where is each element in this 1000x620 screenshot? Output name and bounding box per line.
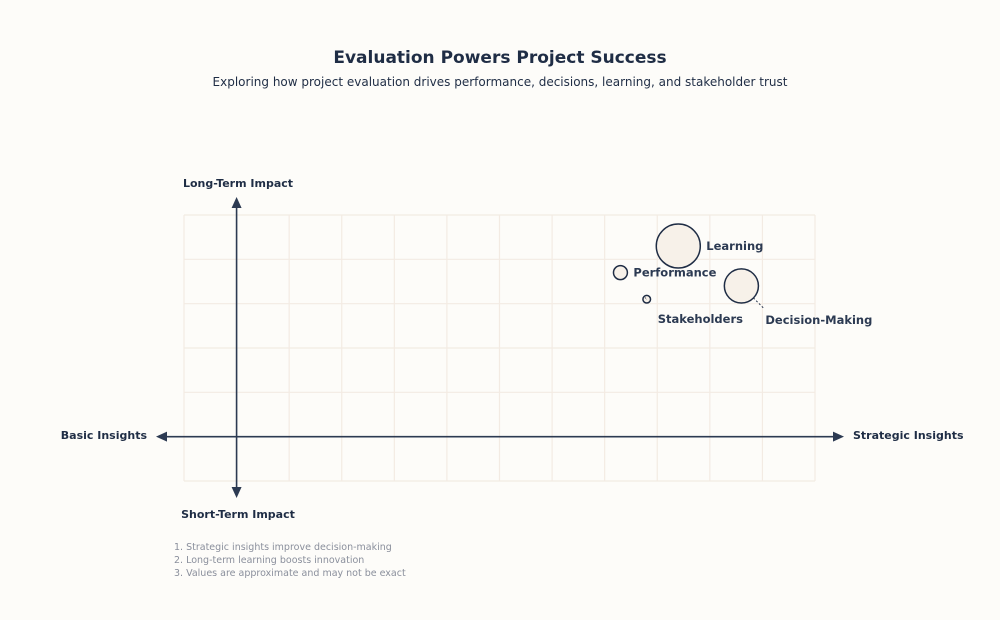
x-positive-label: Strategic Insights xyxy=(853,429,964,442)
leader-line xyxy=(643,295,648,300)
arrow-down-icon xyxy=(231,487,242,498)
footnotes: 1. Strategic insights improve decision-m… xyxy=(174,541,406,580)
chart-title: Evaluation Powers Project Success xyxy=(333,48,667,68)
y-negative-label: Short-Term Impact xyxy=(181,508,295,521)
point-label: Learning xyxy=(706,239,763,253)
point-label: Performance xyxy=(633,266,716,280)
point-label: Stakeholders xyxy=(658,312,743,326)
x-negative-label: Basic Insights xyxy=(61,429,148,442)
arrow-right-icon xyxy=(833,431,844,442)
points: Learning Performance Stakeholders Decision-… xyxy=(612,223,872,327)
point-label: Decision-Making xyxy=(765,313,872,327)
bubble-performance xyxy=(612,264,629,281)
chart-subtitle: Exploring how project evaluation drives … xyxy=(212,75,788,89)
axes xyxy=(156,197,844,498)
arrow-up-icon xyxy=(231,197,242,208)
footnote: 2. Long-term learning boosts innovation xyxy=(174,555,365,566)
footnote: 1. Strategic insights improve decision-m… xyxy=(174,542,392,553)
grid xyxy=(183,214,816,482)
footnote: 3. Values are approximate and may not be… xyxy=(174,568,406,579)
y-positive-label: Long-Term Impact xyxy=(183,177,293,190)
bubble-learning xyxy=(655,223,702,269)
bubble-decision-making xyxy=(723,268,760,304)
arrow-left-icon xyxy=(156,431,167,442)
